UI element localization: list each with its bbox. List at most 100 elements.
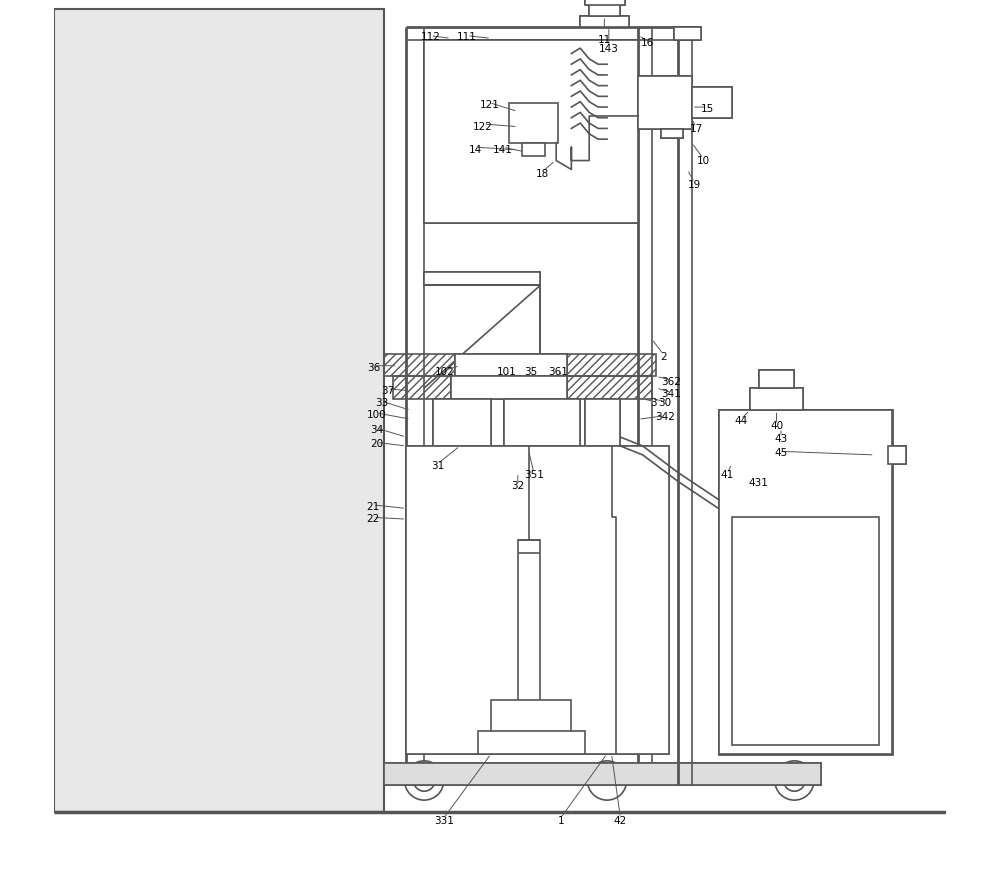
Bar	[491, 700, 571, 754]
Text: 331: 331	[434, 815, 454, 826]
Bar	[433, 399, 491, 446]
Bar	[732, 517, 879, 745]
Bar	[504, 399, 527, 437]
Text: 10: 10	[697, 155, 710, 166]
Bar	[518, 540, 540, 754]
Bar	[455, 354, 567, 376]
Bar	[509, 103, 558, 143]
Text: 122: 122	[473, 121, 493, 132]
Bar	[674, 27, 701, 40]
Text: 341: 341	[661, 389, 681, 400]
Bar	[692, 87, 732, 118]
Bar	[732, 517, 879, 745]
Text: 121: 121	[479, 100, 499, 111]
Bar	[451, 376, 567, 399]
Text: 431: 431	[749, 478, 769, 489]
Text: 21: 21	[367, 501, 380, 512]
Bar	[585, 399, 620, 446]
Bar	[567, 376, 652, 399]
Bar	[522, 143, 545, 156]
Bar	[406, 446, 669, 754]
Text: 44: 44	[734, 416, 747, 426]
Text: 18: 18	[536, 169, 549, 179]
Bar	[54, 9, 384, 812]
Bar	[478, 731, 585, 754]
Text: 45: 45	[774, 448, 788, 458]
Bar	[638, 76, 692, 129]
Text: 112: 112	[420, 32, 440, 43]
Text: 111: 111	[457, 32, 477, 43]
Bar	[504, 399, 580, 446]
Bar	[719, 410, 892, 754]
Text: 40: 40	[770, 421, 783, 432]
Text: 22: 22	[367, 514, 380, 524]
Text: 3: 3	[650, 398, 657, 409]
Bar	[888, 446, 906, 464]
Bar	[504, 399, 580, 446]
Bar	[509, 103, 558, 143]
Text: 141: 141	[493, 145, 513, 155]
Text: 43: 43	[774, 434, 788, 444]
Bar	[451, 376, 567, 399]
Bar	[522, 143, 545, 156]
Bar	[888, 446, 906, 464]
Bar	[567, 354, 656, 376]
Bar	[719, 410, 892, 428]
Bar	[580, 16, 629, 27]
Text: 342: 342	[655, 412, 675, 423]
Bar	[424, 40, 638, 223]
Bar	[433, 399, 455, 437]
Bar	[589, 5, 620, 16]
Bar	[491, 700, 571, 754]
Text: 361: 361	[548, 367, 568, 377]
Bar	[589, 0, 620, 16]
Text: 102: 102	[435, 367, 455, 377]
Text: 36: 36	[367, 362, 380, 373]
Bar	[580, 16, 629, 27]
Bar	[585, 0, 625, 5]
Text: 31: 31	[431, 460, 444, 471]
Text: 19: 19	[688, 179, 701, 190]
Bar	[759, 370, 794, 388]
Text: 35: 35	[525, 367, 538, 377]
Bar	[393, 376, 451, 399]
Text: 101: 101	[497, 367, 517, 377]
Bar	[478, 731, 585, 754]
Bar	[518, 540, 540, 754]
Bar	[692, 87, 732, 118]
Text: 34: 34	[370, 425, 384, 435]
Bar	[661, 129, 683, 138]
Bar	[750, 388, 803, 410]
Text: 17: 17	[690, 124, 703, 135]
Text: 1: 1	[557, 815, 564, 826]
Text: 30: 30	[658, 398, 672, 409]
Bar	[750, 388, 803, 410]
Text: 11: 11	[598, 35, 611, 45]
Text: 2: 2	[660, 351, 667, 362]
Bar	[406, 446, 669, 754]
Text: 20: 20	[370, 439, 383, 450]
Text: 362: 362	[661, 376, 681, 387]
Text: 32: 32	[511, 481, 524, 491]
Text: 14: 14	[469, 145, 483, 155]
Text: 15: 15	[701, 103, 714, 114]
Text: 143: 143	[599, 44, 619, 54]
Bar	[674, 27, 701, 40]
Text: 41: 41	[721, 469, 734, 480]
Bar	[585, 399, 620, 446]
Bar	[424, 272, 540, 285]
Bar	[759, 370, 794, 388]
Bar	[585, 0, 625, 5]
Text: 351: 351	[524, 469, 544, 480]
Text: 42: 42	[614, 815, 627, 826]
Bar	[719, 410, 892, 754]
Text: 100: 100	[367, 409, 387, 420]
Bar	[384, 763, 821, 785]
Text: 16: 16	[641, 37, 654, 48]
Bar	[384, 354, 455, 376]
Bar	[433, 399, 491, 446]
Bar	[455, 354, 567, 376]
Bar	[424, 40, 638, 223]
Bar	[661, 129, 683, 138]
Text: 33: 33	[376, 398, 389, 409]
